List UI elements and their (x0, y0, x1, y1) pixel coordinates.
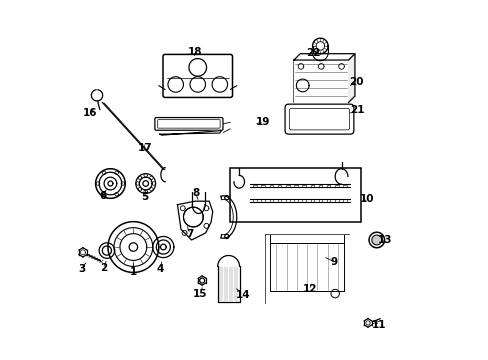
Polygon shape (348, 54, 354, 102)
Bar (293, 60, 348, 102)
Bar (310, 199, 313, 202)
Text: 11: 11 (371, 320, 386, 330)
FancyBboxPatch shape (289, 108, 349, 130)
Polygon shape (293, 54, 354, 60)
Bar (285, 199, 289, 202)
Text: 16: 16 (82, 108, 97, 118)
FancyBboxPatch shape (158, 120, 220, 128)
Bar (193, 121, 200, 127)
Bar (277, 185, 281, 187)
Text: 21: 21 (349, 105, 364, 115)
Bar (334, 185, 338, 187)
Bar (269, 199, 273, 202)
FancyBboxPatch shape (285, 104, 353, 134)
Bar (318, 185, 322, 187)
Text: 8: 8 (192, 188, 199, 198)
Bar (261, 185, 264, 187)
Polygon shape (160, 131, 221, 135)
Bar (209, 121, 216, 127)
Polygon shape (371, 235, 381, 245)
Text: 7: 7 (186, 229, 193, 239)
Bar (269, 185, 273, 187)
Bar (230, 168, 360, 222)
Polygon shape (183, 207, 203, 227)
Text: 20: 20 (349, 77, 363, 87)
Polygon shape (177, 201, 212, 240)
Bar (343, 185, 346, 187)
Polygon shape (293, 60, 348, 102)
Bar (334, 199, 338, 202)
Text: 18: 18 (187, 47, 202, 57)
Text: 9: 9 (330, 257, 337, 267)
Bar (302, 185, 305, 187)
Text: 12: 12 (302, 284, 316, 294)
Bar (265, 235, 348, 303)
Bar (310, 185, 313, 187)
Bar (318, 199, 322, 202)
Bar (219, 62, 228, 77)
Text: 10: 10 (359, 194, 374, 204)
FancyBboxPatch shape (163, 54, 232, 98)
Text: 22: 22 (305, 48, 320, 58)
Text: 19: 19 (255, 117, 269, 127)
Bar (294, 185, 297, 187)
Bar (261, 199, 264, 202)
Bar (161, 121, 168, 127)
Bar (253, 185, 256, 187)
Bar (253, 199, 256, 202)
Text: 14: 14 (235, 290, 249, 300)
Bar (326, 199, 330, 202)
Bar (285, 185, 289, 187)
Text: 1: 1 (129, 267, 137, 277)
Text: 15: 15 (193, 289, 207, 298)
Text: 6: 6 (99, 191, 106, 201)
Text: 13: 13 (377, 235, 391, 245)
Bar (166, 62, 176, 77)
Bar (183, 62, 194, 77)
Text: 17: 17 (138, 143, 152, 153)
FancyBboxPatch shape (155, 118, 223, 130)
Bar (201, 62, 211, 77)
Bar (294, 199, 297, 202)
Text: 4: 4 (157, 264, 164, 274)
Polygon shape (265, 235, 348, 303)
Text: 2: 2 (100, 263, 107, 273)
Text: 5: 5 (141, 192, 148, 202)
Bar (326, 185, 330, 187)
Text: 3: 3 (78, 264, 85, 274)
Bar (302, 199, 305, 202)
Bar (177, 121, 184, 127)
Bar (343, 199, 346, 202)
Bar (277, 199, 281, 202)
